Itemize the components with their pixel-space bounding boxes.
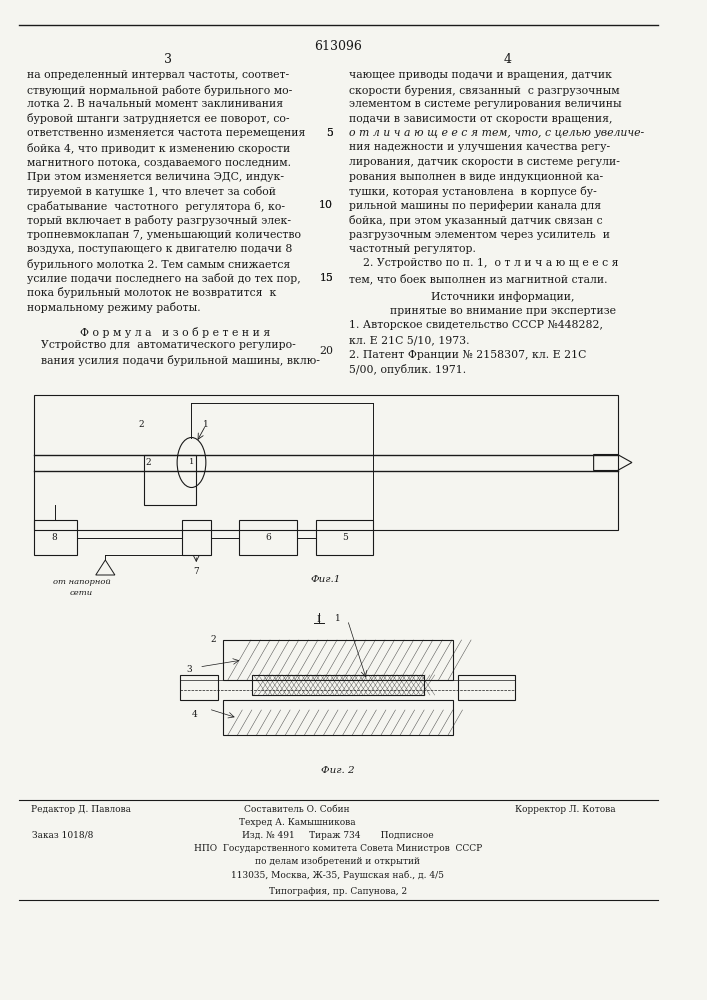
Text: 2: 2 — [139, 420, 144, 429]
Text: 4: 4 — [503, 53, 511, 66]
Text: на определенный интервал частоты, соответ-: на определенный интервал частоты, соотве… — [27, 70, 289, 80]
Text: разгрузочным элементом через усилитель  и: разгрузочным элементом через усилитель и — [349, 230, 610, 239]
Text: 3: 3 — [187, 665, 192, 674]
Text: нормальному режиму работы.: нормальному режиму работы. — [27, 302, 200, 313]
Text: 113035, Москва, Ж-35, Раушская наб., д. 4/5: 113035, Москва, Ж-35, Раушская наб., д. … — [231, 870, 445, 880]
Text: буровой штанги затрудняется ее поворот, со-: буровой штанги затрудняется ее поворот, … — [27, 113, 289, 124]
Text: подачи в зависимости от скорости вращения,: подачи в зависимости от скорости вращени… — [349, 113, 613, 123]
Text: скорости бурения, связанный  с разгрузочным: скорости бурения, связанный с разгрузочн… — [349, 85, 620, 96]
Bar — [223, 700, 453, 735]
Text: Редактор Д. Павлова: Редактор Д. Павлова — [31, 805, 132, 814]
Text: бойка 4, что приводит к изменению скорости: бойка 4, что приводит к изменению скорос… — [27, 142, 290, 153]
Text: частотный регулятор.: частотный регулятор. — [349, 244, 477, 254]
Text: ствующий нормальной работе бурильного мо-: ствующий нормальной работе бурильного мо… — [27, 85, 292, 96]
Text: I: I — [317, 615, 321, 624]
Bar — [33, 520, 76, 555]
Text: 7: 7 — [194, 567, 199, 576]
Text: тируемой в катушке 1, что влечет за собой: тируемой в катушке 1, что влечет за собо… — [27, 186, 276, 197]
Text: 2. Устройство по п. 1,  о т л и ч а ю щ е е с я: 2. Устройство по п. 1, о т л и ч а ю щ е… — [349, 258, 619, 268]
Text: от напорной: от напорной — [52, 578, 110, 586]
Text: НПО  Государственного комитета Совета Министров  СССР: НПО Государственного комитета Совета Мин… — [194, 844, 482, 853]
Text: рования выполнен в виде индукционной ка-: рования выполнен в виде индукционной ка- — [349, 172, 604, 182]
Text: 6: 6 — [265, 534, 271, 542]
Bar — [33, 395, 617, 530]
Text: усилие подачи последнего на забой до тех пор,: усилие подачи последнего на забой до тех… — [27, 273, 300, 284]
Text: пока бурильный молоток не возвратится  к: пока бурильный молоток не возвратится к — [27, 288, 276, 298]
Text: Изд. № 491     Тираж 734       Подписное: Изд. № 491 Тираж 734 Подписное — [243, 831, 434, 840]
Text: 1: 1 — [203, 420, 209, 429]
Text: магнитного потока, создаваемого последним.: магнитного потока, создаваемого последни… — [27, 157, 291, 167]
Text: кл. Е 21С 5/10, 1973.: кл. Е 21С 5/10, 1973. — [349, 335, 470, 345]
Text: 613096: 613096 — [314, 40, 362, 53]
Text: Техред А. Камышникова: Техред А. Камышникова — [238, 818, 355, 827]
Text: 20: 20 — [319, 346, 333, 356]
Text: чающее приводы подачи и вращения, датчик: чающее приводы подачи и вращения, датчик — [349, 70, 612, 80]
Bar — [316, 520, 373, 555]
Text: торый включает в работу разгрузочный элек-: торый включает в работу разгрузочный эле… — [27, 215, 291, 226]
Text: 2. Патент Франции № 2158307, кл. Е 21С: 2. Патент Франции № 2158307, кл. Е 21С — [349, 350, 587, 360]
Text: 1: 1 — [189, 458, 194, 466]
Text: лирования, датчик скорости в системе регули-: лирования, датчик скорости в системе рег… — [349, 157, 620, 167]
Text: тушки, которая установлена  в корпусе бу-: тушки, которая установлена в корпусе бу- — [349, 186, 597, 197]
Text: воздуха, поступающего к двигателю подачи 8: воздуха, поступающего к двигателю подачи… — [27, 244, 292, 254]
Text: ответственно изменяется частота перемещения: ответственно изменяется частота перемеще… — [27, 128, 305, 138]
Text: лотка 2. В начальный момент заклинивания: лотка 2. В начальный момент заклинивания — [27, 99, 283, 109]
Text: Фиг.1: Фиг.1 — [310, 575, 341, 584]
Text: 15: 15 — [320, 273, 333, 283]
Text: 2: 2 — [211, 635, 216, 644]
Text: 5: 5 — [341, 534, 348, 542]
Bar — [182, 520, 211, 555]
Text: срабатывание  частотного  регулятора 6, ко-: срабатывание частотного регулятора 6, ко… — [27, 200, 285, 212]
Text: элементом в системе регулирования величины: элементом в системе регулирования величи… — [349, 99, 622, 109]
Text: рильной машины по периферии канала для: рильной машины по периферии канала для — [349, 200, 602, 211]
Text: При этом изменяется величина ЭДС, индук-: При этом изменяется величина ЭДС, индук- — [27, 172, 284, 182]
Text: Ф о р м у л а   и з о б р е т е н и я: Ф о р м у л а и з о б р е т е н и я — [80, 326, 270, 338]
Text: 5: 5 — [327, 128, 333, 138]
Bar — [252, 675, 424, 695]
Text: Заказ 1018/8: Заказ 1018/8 — [32, 831, 93, 840]
Text: Составитель О. Собин: Составитель О. Собин — [244, 805, 350, 814]
Text: тропневмоклапан 7, уменьшающий количество: тропневмоклапан 7, уменьшающий количеств… — [27, 230, 300, 239]
Text: Источники информации,: Источники информации, — [431, 292, 574, 302]
Text: 8: 8 — [52, 534, 57, 542]
Text: 10: 10 — [319, 200, 333, 211]
Text: 5/00, опублик. 1971.: 5/00, опублик. 1971. — [349, 364, 467, 375]
Text: Корректор Л. Котова: Корректор Л. Котова — [515, 805, 615, 814]
Text: 1. Авторское свидетельство СССР №448282,: 1. Авторское свидетельство СССР №448282, — [349, 320, 604, 330]
Text: принятые во внимание при экспертизе: принятые во внимание при экспертизе — [390, 306, 616, 316]
Bar — [223, 640, 453, 680]
Text: 4: 4 — [192, 710, 197, 719]
Text: по делам изобретений и открытий: по делам изобретений и открытий — [255, 857, 421, 866]
Bar — [144, 455, 197, 505]
Text: ния надежности и улучшения качества регу-: ния надежности и улучшения качества регу… — [349, 142, 611, 152]
Text: Устройство для  автоматического регулиро-: Устройство для автоматического регулиро- — [41, 340, 296, 350]
Bar — [240, 520, 297, 555]
Text: 15: 15 — [320, 273, 333, 283]
Text: сети: сети — [70, 589, 93, 597]
Text: 2: 2 — [146, 458, 151, 467]
Text: Типография, пр. Сапунова, 2: Типография, пр. Сапунова, 2 — [269, 887, 407, 896]
Text: тем, что боек выполнен из магнитной стали.: тем, что боек выполнен из магнитной стал… — [349, 273, 608, 284]
Text: Фиг. 2: Фиг. 2 — [321, 766, 355, 775]
Text: бурильного молотка 2. Тем самым снижается: бурильного молотка 2. Тем самым снижаетс… — [27, 258, 290, 269]
Bar — [457, 675, 515, 700]
Text: о т л и ч а ю щ е е с я тем, что, с целью увеличе-: о т л и ч а ю щ е е с я тем, что, с цель… — [349, 128, 645, 138]
Text: 1: 1 — [335, 614, 341, 623]
Text: вания усилия подачи бурильной машины, вклю-: вания усилия подачи бурильной машины, вк… — [41, 355, 320, 365]
Bar — [180, 675, 218, 700]
Text: 10: 10 — [319, 200, 333, 211]
Text: бойка, при этом указанный датчик связан с: бойка, при этом указанный датчик связан … — [349, 215, 603, 226]
Text: 5: 5 — [327, 128, 333, 138]
Text: 3: 3 — [163, 53, 172, 66]
